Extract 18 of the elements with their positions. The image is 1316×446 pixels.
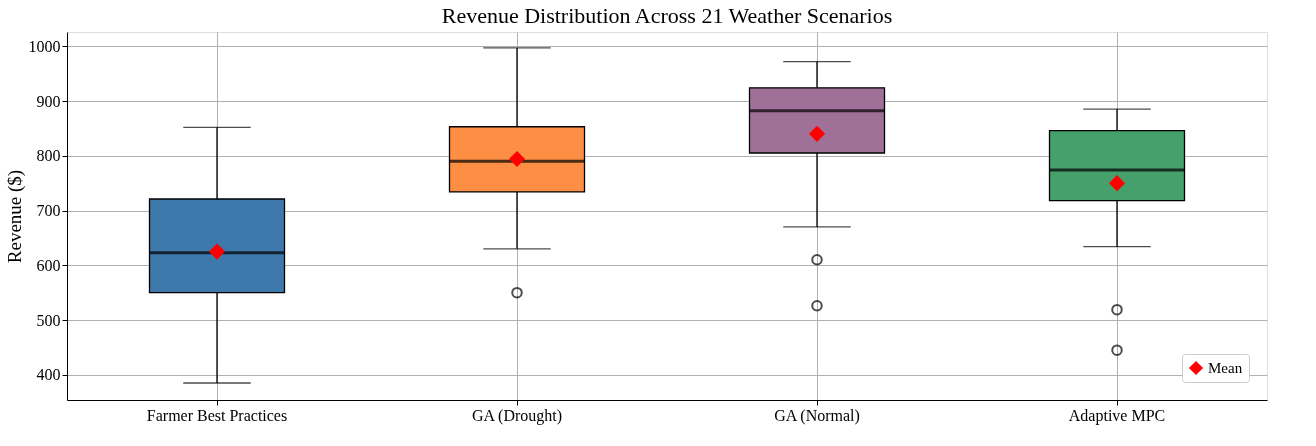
- y-tick-label: 600: [36, 256, 61, 274]
- point: [1108, 175, 1126, 192]
- chart-title: Revenue Distribution Across 21 Weather Scenarios: [441, 3, 893, 28]
- x-tick-label: Adaptive MPC: [1068, 406, 1166, 425]
- y-tick-label: 700: [36, 202, 61, 220]
- y-tick-label: 400: [36, 366, 61, 384]
- y-tick-label: 1000: [28, 37, 61, 55]
- y-tick-label: 800: [36, 147, 61, 165]
- y-tick-label: 500: [36, 311, 61, 329]
- x-tick-label: GA (Drought): [471, 406, 563, 425]
- x-tick-label: GA (Normal): [774, 406, 860, 425]
- y-tick-label: 900: [36, 92, 61, 110]
- x-tick-label: Farmer Best Practices: [146, 406, 288, 424]
- y-axis-title: Revenue ($): [3, 169, 26, 264]
- point: [808, 125, 826, 142]
- point: [208, 243, 226, 260]
- point: [508, 150, 526, 168]
- legend-label: Mean: [1208, 360, 1243, 376]
